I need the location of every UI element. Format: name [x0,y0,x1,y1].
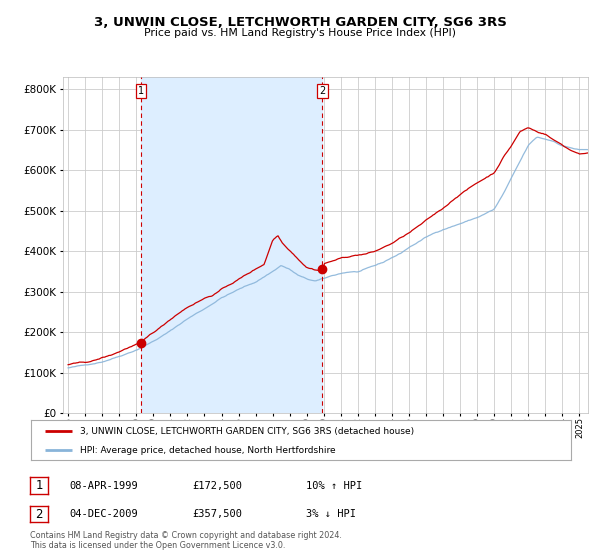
Text: 3, UNWIN CLOSE, LETCHWORTH GARDEN CITY, SG6 3RS: 3, UNWIN CLOSE, LETCHWORTH GARDEN CITY, … [94,16,506,29]
Text: 3% ↓ HPI: 3% ↓ HPI [306,509,356,519]
Text: 2: 2 [319,86,326,96]
Text: Contains HM Land Registry data © Crown copyright and database right 2024.
This d: Contains HM Land Registry data © Crown c… [30,530,342,550]
Text: Price paid vs. HM Land Registry's House Price Index (HPI): Price paid vs. HM Land Registry's House … [144,28,456,38]
Bar [141,77,322,413]
Text: 1: 1 [35,479,43,492]
Text: 2: 2 [35,507,43,521]
Text: 04-DEC-2009: 04-DEC-2009 [69,509,138,519]
Text: £357,500: £357,500 [192,509,242,519]
Text: 10% ↑ HPI: 10% ↑ HPI [306,480,362,491]
Text: 1: 1 [138,86,144,96]
Text: HPI: Average price, detached house, North Hertfordshire: HPI: Average price, detached house, Nort… [80,446,335,455]
Text: £172,500: £172,500 [192,480,242,491]
Text: 3, UNWIN CLOSE, LETCHWORTH GARDEN CITY, SG6 3RS (detached house): 3, UNWIN CLOSE, LETCHWORTH GARDEN CITY, … [80,427,414,436]
Text: 08-APR-1999: 08-APR-1999 [69,480,138,491]
